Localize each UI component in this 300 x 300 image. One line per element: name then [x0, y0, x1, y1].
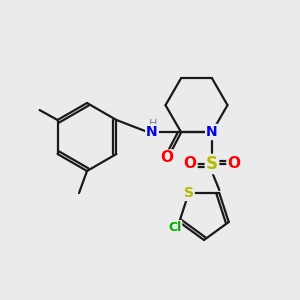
Text: N: N — [146, 125, 158, 139]
Text: N: N — [206, 125, 218, 139]
Text: N: N — [206, 125, 218, 139]
Text: S: S — [184, 186, 194, 200]
Text: S: S — [206, 155, 218, 173]
Text: O: O — [227, 157, 241, 172]
Text: O: O — [184, 157, 196, 172]
Text: H: H — [149, 119, 157, 129]
Text: O: O — [160, 151, 173, 166]
Text: Cl: Cl — [168, 221, 181, 234]
